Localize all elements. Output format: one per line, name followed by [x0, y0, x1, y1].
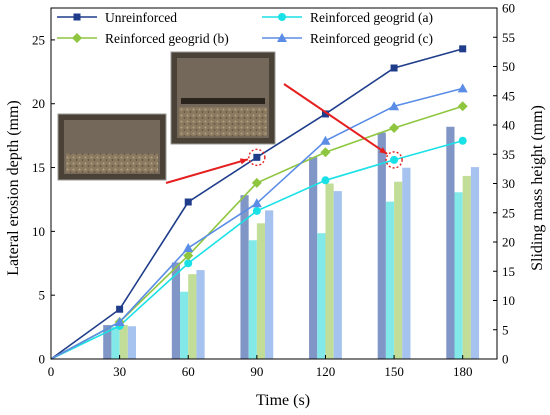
bar-0-5 — [446, 126, 455, 359]
y2-tick-label: 60 — [502, 1, 515, 16]
legend-label-1: Reinforced geogrid (a) — [310, 10, 433, 25]
y2-tick-label: 15 — [502, 264, 515, 279]
x-tick-label: 180 — [453, 364, 473, 379]
point-2-3 — [251, 177, 262, 188]
y2-tick-label: 55 — [502, 30, 515, 45]
point-3-3 — [251, 198, 262, 208]
y-tick-label: 10 — [32, 224, 45, 239]
y2-tick-label: 50 — [502, 59, 515, 74]
bar-1-3 — [317, 233, 326, 359]
plot-area — [50, 45, 480, 360]
x-tick-label: 150 — [384, 364, 404, 379]
y-tick-label: 5 — [39, 288, 46, 303]
inset-photo-right — [170, 51, 276, 145]
bar-3-1 — [196, 270, 205, 359]
point-3-6 — [457, 83, 468, 93]
inset-photos — [57, 51, 403, 184]
point-1-5 — [390, 155, 399, 164]
highlight-circle-unreinforced — [248, 148, 266, 167]
x-tick-label: 120 — [316, 364, 336, 379]
bar-2-2 — [256, 223, 266, 359]
y2-tick-label: 0 — [502, 352, 509, 367]
x-tick-label: 90 — [250, 364, 263, 379]
inset-photo-left — [57, 113, 167, 181]
legend-marker-0 — [73, 13, 81, 21]
point-3-2 — [183, 242, 194, 252]
highlight-circle-geogrid-a — [385, 151, 403, 169]
bar-2-1 — [188, 274, 197, 359]
point-0-1 — [116, 305, 124, 313]
y2-tick-label: 10 — [502, 293, 515, 308]
bar-3-0 — [127, 326, 137, 359]
bar-0-0 — [103, 325, 112, 359]
bar-1-0 — [111, 326, 120, 359]
x-tick-label: 0 — [48, 364, 55, 379]
y-tick-label: 15 — [32, 160, 45, 175]
bar-2-3 — [325, 183, 334, 359]
bar-3-5 — [470, 167, 480, 359]
bar-1-4 — [385, 201, 395, 359]
bar-2-5 — [462, 175, 471, 359]
bar-3-4 — [402, 167, 411, 359]
y2-tick-label: 35 — [502, 147, 515, 162]
y2-tick-label: 45 — [502, 88, 515, 103]
legend-marker-3 — [277, 33, 287, 42]
point-1-6 — [458, 136, 467, 145]
bar-2-4 — [394, 181, 403, 359]
axes: 0 30 60 90 120 150 180 0 5 10 15 20 25 0 5 10 15 20 25 30 35… — [32, 1, 515, 380]
legend-label-0: Unreinforced — [105, 10, 177, 25]
y-tick-label: 25 — [32, 32, 45, 47]
arrow-right — [283, 83, 388, 155]
legend-marker-1 — [278, 13, 286, 21]
y2-axis-title: Sliding mass height (mm) — [529, 105, 546, 271]
x-axis-title: Time (s) — [256, 392, 310, 409]
point-0-6 — [459, 45, 467, 53]
bar-0-4 — [377, 132, 386, 359]
bar-0-1 — [171, 262, 181, 359]
legend-marker-2 — [72, 33, 82, 43]
bar-0-3 — [309, 157, 318, 359]
point-3-5 — [389, 101, 400, 111]
point-2-6 — [457, 101, 468, 112]
point-2-4 — [320, 147, 331, 158]
bar-1-5 — [454, 192, 463, 359]
legend-label-3: Reinforced geogrid (c) — [310, 31, 433, 46]
y-tick-label: 20 — [32, 96, 45, 111]
y2-tick-label: 5 — [502, 322, 509, 337]
point-0-4 — [321, 110, 329, 118]
legend: Unreinforced Reinforced geogrid (a) Reinfo… — [57, 10, 433, 46]
bar-1-1 — [180, 291, 189, 359]
y2-tick-label: 20 — [502, 235, 515, 250]
bar-1-2 — [248, 240, 257, 359]
point-1-4 — [321, 176, 330, 185]
y2-tick-label: 25 — [502, 205, 515, 220]
bar-3-3 — [333, 191, 342, 359]
point-0-3 — [253, 153, 261, 161]
bar-0-2 — [240, 195, 249, 359]
x-tick-label: 30 — [113, 364, 126, 379]
y2-tick-label: 40 — [502, 118, 515, 133]
legend-label-2: Reinforced geogrid (b) — [105, 31, 229, 46]
point-3-4 — [320, 135, 331, 145]
y-tick-label: 0 — [39, 352, 46, 367]
point-1-2 — [184, 259, 193, 268]
point-2-2 — [183, 250, 194, 261]
y-axis-title: Lateral erosion depth (mm) — [5, 100, 22, 276]
point-1-3 — [252, 206, 261, 215]
point-0-2 — [184, 198, 192, 206]
y2-tick-label: 30 — [502, 176, 515, 191]
point-2-5 — [389, 122, 400, 133]
point-0-5 — [390, 64, 398, 72]
arrow-left — [165, 158, 249, 184]
x-tick-label: 60 — [182, 364, 195, 379]
bar-3-2 — [265, 210, 274, 359]
bar-2-0 — [119, 325, 128, 359]
point-3-1 — [114, 316, 125, 326]
